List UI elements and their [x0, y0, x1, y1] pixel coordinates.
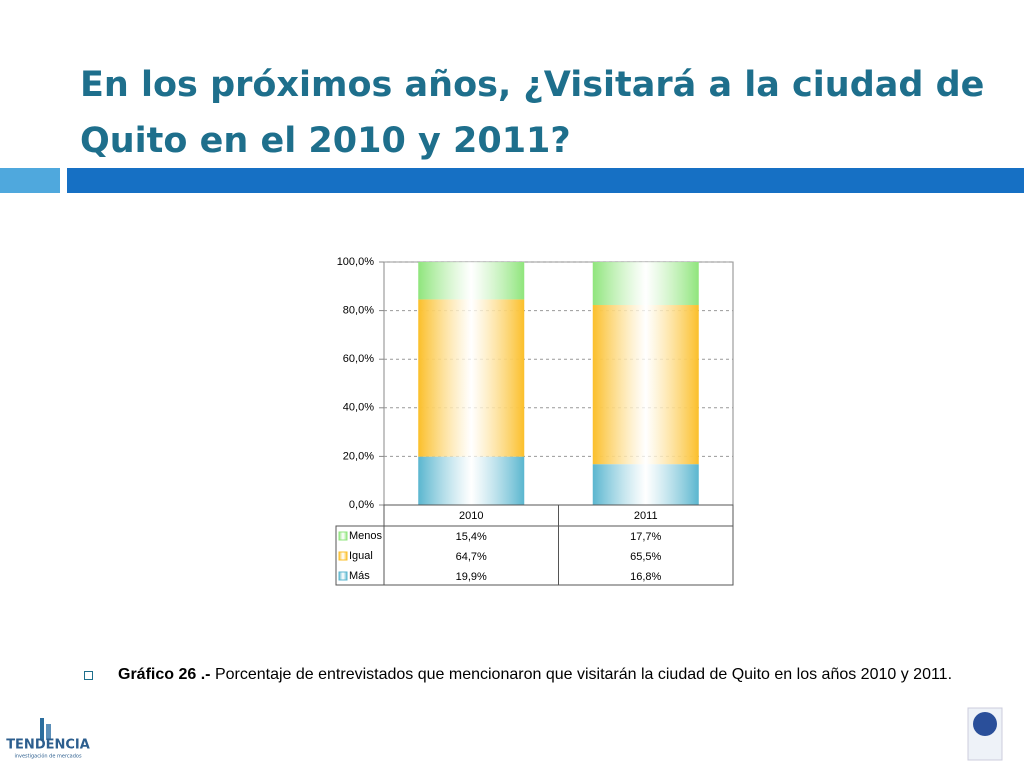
logo-tagline: investigación de mercados — [14, 753, 82, 760]
caption: Gráfico 26 .- Porcentaje de entrevistado… — [118, 662, 974, 688]
title: Quito en el 2010 y 2011? — [80, 121, 571, 161]
y-tick-label: 60,0% — [343, 353, 374, 365]
logo-right — [973, 712, 997, 736]
table-value: 64,7% — [456, 551, 487, 563]
x-tick-label: 2010 — [459, 510, 483, 522]
table-border — [335, 525, 385, 586]
table-value: 65,5% — [630, 551, 661, 563]
bar-segment — [592, 305, 699, 465]
legend-label: Menos — [349, 530, 383, 542]
x-tick-label: 2011 — [634, 510, 658, 522]
caption-label: Gráfico 26 .- — [118, 666, 211, 683]
legend-label: Igual — [349, 550, 373, 562]
y-tick-label: 40,0% — [343, 402, 374, 414]
legend-key — [338, 531, 348, 541]
legend-key — [338, 571, 348, 581]
legend-key — [338, 551, 348, 561]
table-value: 17,7% — [630, 531, 661, 543]
bar-segment — [592, 464, 699, 505]
logo-icon — [46, 724, 51, 740]
bar-segment — [592, 262, 699, 306]
table-value: 15,4% — [456, 531, 487, 543]
legend-label: Más — [349, 570, 370, 582]
y-tick-label: 0,0% — [349, 499, 374, 511]
bar-segment — [418, 299, 525, 457]
title: En los próximos años, ¿Visitará a la ciu… — [80, 65, 984, 105]
bar-segment — [418, 456, 525, 505]
table-value: 19,9% — [456, 571, 487, 583]
caption-text: Porcentaje de entrevistados que menciona… — [214, 666, 953, 683]
accent-bar — [0, 168, 60, 193]
y-tick-label: 80,0% — [343, 305, 374, 317]
y-tick-label: 20,0% — [343, 450, 374, 462]
bar-segment — [418, 262, 525, 300]
bullet — [84, 671, 93, 680]
table-value: 16,8% — [630, 571, 661, 583]
logo-name: TENDENCIA — [6, 738, 90, 753]
logo-icon — [40, 718, 44, 740]
y-tick-label: 100,0% — [337, 256, 375, 268]
header-bar — [67, 168, 1024, 193]
